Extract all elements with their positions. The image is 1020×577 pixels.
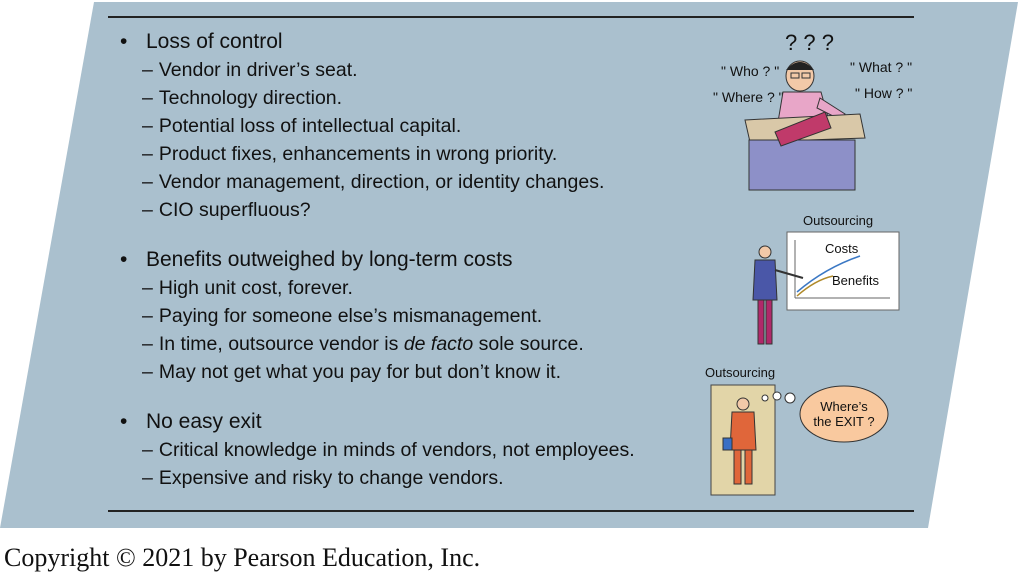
bullet-heading-text: No easy exit: [146, 410, 262, 433]
sub-bullet-text: Potential loss of intellectual capital.: [158, 115, 462, 137]
bottom-divider: [108, 510, 914, 512]
bullet-heading: • No easy exit: [120, 408, 720, 436]
sub-bullet: – Paying for someone else’s mismanagement…: [120, 302, 720, 330]
where-label: " Where ? ": [713, 89, 784, 105]
sub-bullet-text: Critical knowledge in minds of vendors, …: [158, 439, 635, 461]
dash-icon: –: [142, 115, 153, 137]
businessman-icon: [722, 397, 757, 485]
sub-bullet: – High unit cost, forever.: [120, 274, 720, 302]
bullet-section: • No easy exit – Critical knowledge in mind…: [120, 408, 720, 492]
dash-icon: –: [142, 199, 153, 221]
sub-bullet-text: In time, outsource vendor is: [158, 333, 404, 355]
dash-icon: –: [142, 171, 153, 193]
dash-icon: –: [142, 59, 153, 81]
dash-icon: –: [142, 87, 153, 109]
sub-bullet: – Technology direction.: [120, 84, 720, 112]
sub-bullet: – May not get what you pay for but don’t …: [120, 358, 720, 386]
exit-illustration: Where’s the EXIT ?: [710, 384, 889, 496]
chart-title: Outsourcing: [803, 213, 874, 228]
presenter-icon: [752, 245, 804, 345]
sub-bullet-text: Paying for someone else’s mismanagement.: [158, 305, 543, 327]
sub-bullet: – Vendor management, direction, or identi…: [120, 168, 720, 196]
benefits-line: [796, 275, 834, 297]
benefits-label: Benefits: [832, 273, 879, 288]
bullet-section: • Benefits outweighed by long-term costs –…: [120, 246, 720, 386]
chart-board: [786, 231, 900, 311]
dash-icon: –: [142, 143, 153, 165]
italic-term: de facto: [403, 333, 474, 355]
sub-bullet-text: sole source.: [473, 333, 584, 355]
sub-bullet: – Product fixes, enhancements in wrong pr…: [120, 140, 720, 168]
bullet-heading: • Benefits outweighed by long-term costs: [120, 246, 720, 274]
sub-bullet-text: May not get what you pay for but don’t k…: [158, 361, 561, 383]
bullet-icon: •: [120, 248, 128, 271]
sub-bullet: – Critical knowledge in minds of vendors,…: [120, 436, 720, 464]
sub-bullet: – Potential loss of intellectual capital.: [120, 112, 720, 140]
sub-bullet-text: High unit cost, forever.: [158, 277, 353, 299]
sub-bullet-text: CIO superfluous?: [158, 199, 311, 221]
costs-label: Costs: [825, 241, 859, 256]
who-label: " Who ? ": [721, 63, 779, 79]
sub-bullet-text: Expensive and risky to change vendors.: [158, 467, 504, 489]
dash-icon: –: [142, 361, 153, 383]
dash-icon: –: [142, 467, 153, 489]
presenter-chart-illustration: Costs Benefits: [752, 231, 900, 345]
sub-bullet: – Vendor in driver’s seat.: [120, 56, 720, 84]
bullet-list: • Loss of control – Vendor in driver’s seat…: [120, 28, 720, 514]
sub-bullet: – CIO superfluous?: [120, 196, 720, 224]
thought-line-2: the EXIT ?: [813, 414, 874, 429]
sub-bullet-text: Product fixes, enhancements in wrong pri…: [158, 143, 558, 165]
thought-bubble: [799, 385, 889, 443]
question-marks: ? ? ?: [785, 30, 834, 55]
bullet-heading-text: Benefits outweighed by long-term costs: [146, 248, 513, 271]
bullet-section: • Loss of control – Vendor in driver’s seat…: [120, 28, 720, 224]
bullet-heading: • Loss of control: [120, 28, 720, 56]
sub-bullet: – In time, outsource vendor is de facto s…: [120, 330, 720, 358]
top-divider: [108, 16, 914, 18]
desk-icon: [744, 111, 866, 191]
sub-bullet: – Expensive and risky to change vendors.: [120, 464, 720, 492]
bullet-heading-text: Loss of control: [146, 30, 283, 53]
what-label: " What ? ": [850, 59, 912, 75]
thought-line-1: Where’s: [820, 399, 868, 414]
dash-icon: –: [142, 305, 153, 327]
dash-icon: –: [142, 439, 153, 461]
confused-person-illustration: ? ? ? " Who ? " " Where ? " " What ? " "…: [713, 30, 912, 191]
bullet-icon: •: [120, 30, 128, 53]
dash-icon: –: [142, 277, 153, 299]
exit-title: Outsourcing: [705, 365, 776, 380]
dash-icon: –: [142, 333, 153, 355]
costs-line: [796, 255, 861, 293]
how-label: " How ? ": [855, 85, 912, 101]
bullet-icon: •: [120, 410, 128, 433]
sub-bullet-text: Vendor management, direction, or identit…: [158, 171, 605, 193]
copyright-notice: Copyright © 2021 by Pearson Education, I…: [4, 543, 481, 572]
sub-bullet-text: Vendor in driver’s seat.: [158, 59, 358, 81]
sub-bullet-text: Technology direction.: [158, 87, 343, 109]
